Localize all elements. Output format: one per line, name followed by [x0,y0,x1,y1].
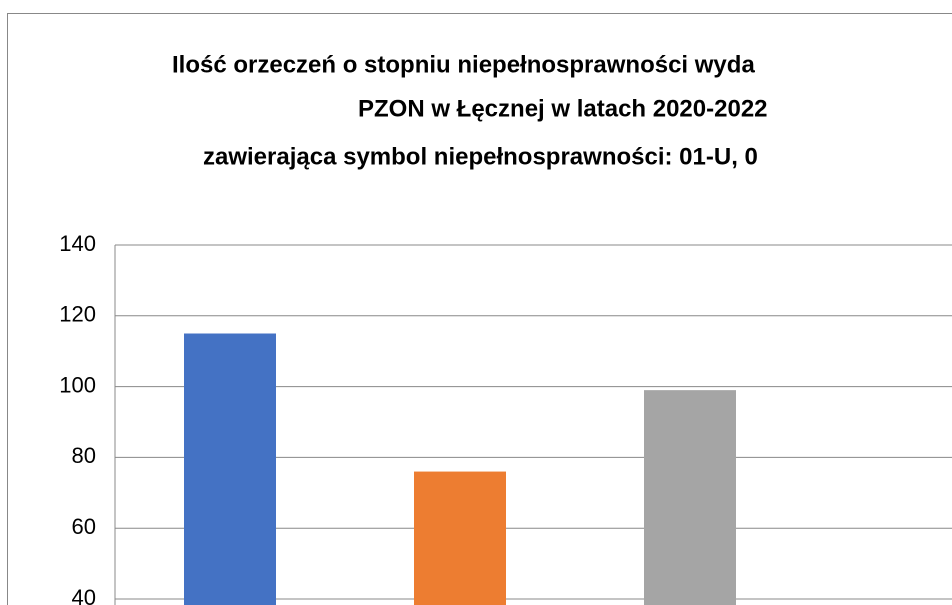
y-tick-label: 120 [59,302,96,327]
bar [414,471,506,605]
y-tick-label: 80 [72,443,96,468]
y-tick-label: 140 [59,231,96,256]
chart-title: zawierająca symbol niepełnosprawności: 0… [203,143,758,170]
y-tick-label: 40 [72,585,96,605]
bar [644,390,736,605]
chart-title: PZON w Łęcznej w latach 2020-2022 [358,95,768,122]
bar [184,333,276,605]
y-tick-label: 60 [72,514,96,539]
y-tick-label: 100 [59,372,96,397]
chart-title: Ilość orzeczeń o stopniu niepełnosprawno… [172,51,755,78]
